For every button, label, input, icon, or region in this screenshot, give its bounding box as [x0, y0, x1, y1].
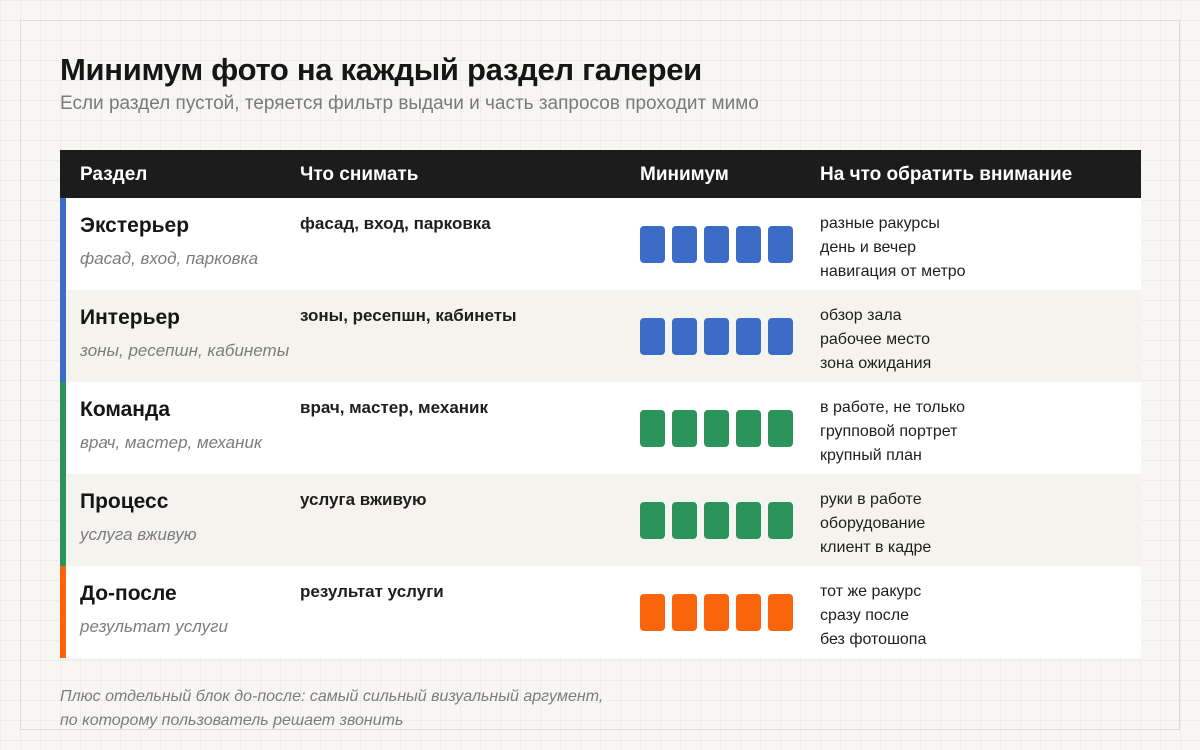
attention-note: обзор зала — [820, 307, 902, 324]
photo-slot — [768, 410, 793, 447]
row-accent-bar — [60, 382, 66, 474]
attention-note: навигация от метро — [820, 263, 966, 280]
attention-note: без фотошопа — [820, 631, 927, 648]
section-subtitle: фасад, вход, парковка — [80, 249, 259, 268]
table-row: Экстерьер фасад, вход, парковка фасад, вхо… — [60, 198, 1141, 290]
page-title: Минимум фото на каждый раздел галереи — [60, 52, 702, 87]
attention-notes: руки в работе оборудование клиент в кадре — [820, 488, 931, 560]
photo-slot — [672, 318, 697, 355]
photo-slot — [704, 318, 729, 355]
attention-note: сразу после — [820, 607, 910, 624]
attention-note: крупный план — [820, 447, 922, 464]
section-name: Команда — [80, 398, 170, 421]
attention-note: оборудование — [820, 515, 926, 532]
attention-note: рабочее место — [820, 331, 931, 348]
photo-slot — [640, 410, 665, 447]
table-row: Процесс услуга вживую услуга вживую руки в … — [60, 474, 1141, 566]
header-section: Раздел — [80, 164, 148, 185]
photo-slot — [768, 594, 793, 631]
what-to-shoot: услуга вживую — [300, 490, 427, 509]
photo-slot — [672, 594, 697, 631]
photo-slot — [640, 226, 665, 263]
footer-note: Плюс отдельный блок до-после: самый силь… — [60, 685, 603, 733]
table-row: Команда врач, мастер, механик врач, мастер… — [60, 382, 1141, 474]
table-row: До-после результат услуги результат услуги… — [60, 566, 1141, 658]
attention-note: день и вечер — [820, 239, 917, 256]
row-accent-bar — [60, 474, 66, 566]
section-name: Интерьер — [80, 306, 180, 329]
photo-slot — [640, 502, 665, 539]
attention-note: групповой портрет — [820, 423, 958, 440]
photo-slot — [736, 318, 761, 355]
row-accent-bar — [60, 566, 66, 658]
photo-slot — [736, 502, 761, 539]
photo-slot — [704, 502, 729, 539]
photo-slot — [768, 502, 793, 539]
row-accent-bar — [60, 198, 66, 290]
photo-slot — [672, 502, 697, 539]
section-subtitle: результат услуги — [80, 617, 228, 636]
attention-notes: обзор зала рабочее место зона ожидания — [820, 304, 931, 376]
photo-slot — [704, 410, 729, 447]
attention-note: разные ракурсы — [820, 215, 940, 232]
photo-slot — [768, 226, 793, 263]
photo-slot — [704, 226, 729, 263]
photo-slot — [736, 410, 761, 447]
page-subtitle: Если раздел пустой, теряется фильтр выда… — [60, 93, 759, 114]
photo-slot — [704, 594, 729, 631]
table-header: Раздел Что снимать Минимум На что обрати… — [60, 150, 1141, 198]
footer-line: по которому пользователь решает звонить — [60, 712, 404, 729]
attention-note: зона ожидания — [820, 355, 932, 372]
attention-note: клиент в кадре — [820, 539, 932, 556]
section-subtitle: зоны, ресепшн, кабинеты — [80, 341, 290, 360]
header-attention: На что обратить внимание — [820, 164, 1073, 185]
photo-slot — [736, 226, 761, 263]
table-row: Интерьер зоны, ресепшн, кабинеты зоны, рес… — [60, 290, 1141, 382]
photo-slot — [672, 410, 697, 447]
header-minimum: Минимум — [640, 164, 729, 185]
section-name: Экстерьер — [80, 214, 190, 237]
photo-slot — [640, 318, 665, 355]
what-to-shoot: врач, мастер, механик — [300, 398, 488, 417]
section-name: Процесс — [80, 490, 169, 513]
attention-notes: в работе, не только групповой портрет круп… — [820, 396, 965, 468]
attention-note: в работе, не только — [820, 399, 966, 416]
attention-note: руки в работе — [820, 491, 922, 508]
footer-line: Плюс отдельный блок до-после: самый силь… — [60, 688, 604, 705]
attention-note: тот же ракурс — [820, 583, 922, 600]
what-to-shoot: зоны, ресепшн, кабинеты — [300, 306, 517, 325]
photo-slot — [672, 226, 697, 263]
photo-slot — [736, 594, 761, 631]
what-to-shoot: результат услуги — [300, 582, 444, 601]
gallery-sections-table: Раздел Что снимать Минимум На что обрати… — [60, 150, 1141, 658]
section-subtitle: услуга вживую — [80, 525, 197, 544]
attention-notes: разные ракурсы день и вечер навигация от м… — [820, 212, 966, 284]
table-body: Экстерьер фасад, вход, парковка фасад, вхо… — [60, 198, 1141, 658]
section-subtitle: врач, мастер, механик — [80, 433, 262, 452]
what-to-shoot: фасад, вход, парковка — [300, 214, 491, 233]
photo-slot — [768, 318, 793, 355]
section-name: До-после — [80, 582, 177, 605]
row-accent-bar — [60, 290, 66, 382]
attention-notes: тот же ракурс сразу после без фотошопа — [820, 580, 926, 652]
header-what-to-shoot: Что снимать — [300, 164, 419, 185]
photo-slot — [640, 594, 665, 631]
